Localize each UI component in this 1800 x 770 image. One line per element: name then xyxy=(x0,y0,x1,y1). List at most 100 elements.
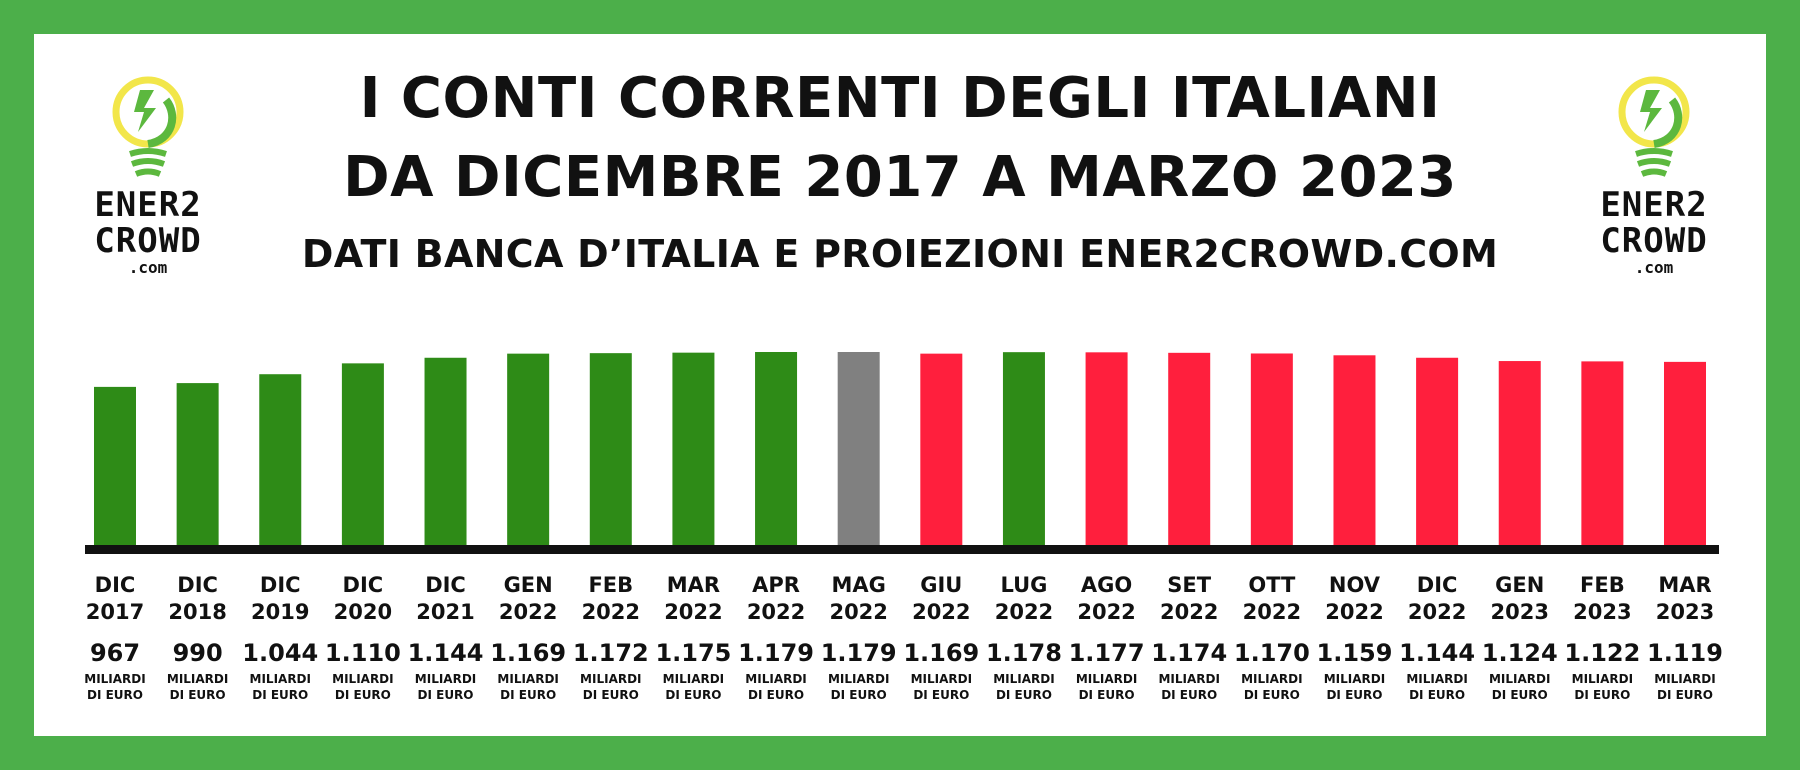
data-unit-label: MILIARDI xyxy=(745,672,806,686)
x-tick-label-month: DIC xyxy=(1417,573,1458,597)
data-unit-label: MILIARDI xyxy=(1406,672,1467,686)
data-unit-label: MILIARDI xyxy=(1572,672,1633,686)
data-label: 1.044 xyxy=(242,639,318,667)
bar xyxy=(94,386,136,546)
x-tick-label-month: NOV xyxy=(1329,573,1381,597)
x-tick-label-month: FEB xyxy=(588,573,633,597)
data-unit-label: DI EURO xyxy=(1244,688,1300,702)
data-label: 1.174 xyxy=(1151,639,1227,667)
logo-text-ener2: ENER2 xyxy=(94,185,202,225)
bar xyxy=(1664,361,1706,546)
data-unit-label: DI EURO xyxy=(831,688,887,702)
x-tick-label-month: GEN xyxy=(504,573,553,597)
x-tick-label-year: 2019 xyxy=(251,600,309,624)
bar xyxy=(1581,361,1624,546)
bar xyxy=(1085,352,1128,546)
data-unit-label: DI EURO xyxy=(1161,688,1217,702)
data-unit-label: MILIARDI xyxy=(1076,672,1137,686)
x-tick-label-year: 2022 xyxy=(995,600,1053,624)
data-unit-label: MILIARDI xyxy=(167,672,228,686)
x-tick-label-year: 2017 xyxy=(86,600,144,624)
data-unit-label: MILIARDI xyxy=(332,672,393,686)
data-label: 1.177 xyxy=(1069,639,1145,667)
bar xyxy=(1002,352,1045,546)
chart-subtitle: DATI BANCA D’ITALIA E PROIEZIONI ENER2CR… xyxy=(301,232,1499,276)
x-tick-label-year: 2022 xyxy=(499,600,557,624)
data-label: 990 xyxy=(173,639,223,667)
lightbulb-icon xyxy=(1618,76,1690,177)
bar xyxy=(341,363,384,546)
data-unit-label: DI EURO xyxy=(1079,688,1135,702)
x-tick-label-year: 2022 xyxy=(747,600,805,624)
x-tick-label-month: FEB xyxy=(1580,573,1625,597)
x-tick-label-year: 2020 xyxy=(334,600,392,624)
data-unit-label: MILIARDI xyxy=(1324,672,1385,686)
x-tick-label-year: 2022 xyxy=(912,600,970,624)
x-tick-label-month: DIC xyxy=(343,573,384,597)
data-unit-label: MILIARDI xyxy=(828,672,889,686)
x-tick-label-month: APR xyxy=(752,573,800,597)
data-unit-label: DI EURO xyxy=(913,688,969,702)
data-unit-label: DI EURO xyxy=(1326,688,1382,702)
data-label: 1.144 xyxy=(1399,639,1475,667)
data-label: 1.122 xyxy=(1564,639,1640,667)
bar xyxy=(176,383,219,546)
data-unit-label: DI EURO xyxy=(87,688,143,702)
x-axis-baseline xyxy=(85,545,1719,554)
data-unit-label: DI EURO xyxy=(1657,688,1713,702)
data-label: 1.178 xyxy=(986,639,1062,667)
data-unit-label: MILIARDI xyxy=(497,672,558,686)
bar xyxy=(424,357,467,546)
logo-text-crowd: CROWD xyxy=(94,221,202,261)
data-unit-label: DI EURO xyxy=(996,688,1052,702)
bar xyxy=(259,374,302,546)
x-tick-label-month: OTT xyxy=(1248,573,1296,597)
bar xyxy=(1168,352,1211,546)
ener2crowd-logo-left: ENER2 CROWD .com xyxy=(78,70,218,280)
data-label: 1.170 xyxy=(1234,639,1310,667)
data-label: 1.124 xyxy=(1482,639,1558,667)
data-unit-label: DI EURO xyxy=(500,688,556,702)
data-unit-label: DI EURO xyxy=(665,688,721,702)
x-tick-label-month: MAR xyxy=(667,573,720,597)
data-unit-label: DI EURO xyxy=(1574,688,1630,702)
data-unit-label: MILIARDI xyxy=(993,672,1054,686)
data-unit-label: MILIARDI xyxy=(911,672,972,686)
logo-text-crowd: CROWD xyxy=(1600,221,1708,261)
x-tick-label-month: MAG xyxy=(831,573,885,597)
data-unit-label: MILIARDI xyxy=(1654,672,1715,686)
x-tick-label-year: 2022 xyxy=(1160,600,1218,624)
x-tick-label-year: 2018 xyxy=(168,600,226,624)
ener2crowd-logo-right: ENER2 CROWD .com xyxy=(1584,70,1724,280)
data-unit-label: DI EURO xyxy=(748,688,804,702)
data-label: 1.159 xyxy=(1317,639,1393,667)
data-label: 1.144 xyxy=(408,639,484,667)
bar xyxy=(1333,355,1376,546)
x-tick-label-year: 2022 xyxy=(664,600,722,624)
data-unit-label: DI EURO xyxy=(1492,688,1548,702)
x-tick-label-year: 2023 xyxy=(1491,600,1549,624)
chart-panel xyxy=(34,34,1766,736)
x-tick-label-year: 2023 xyxy=(1573,600,1631,624)
logo-text-com: .com xyxy=(1634,258,1674,277)
bar xyxy=(755,352,798,546)
bar xyxy=(837,352,880,546)
logo-text-ener2: ENER2 xyxy=(1600,185,1708,225)
x-tick-label-month: AGO xyxy=(1081,573,1132,597)
bar xyxy=(1250,353,1293,546)
data-unit-label: MILIARDI xyxy=(1241,672,1302,686)
x-tick-label-year: 2022 xyxy=(1408,600,1466,624)
x-tick-label-month: SET xyxy=(1167,573,1211,597)
x-tick-label-year: 2021 xyxy=(416,600,474,624)
data-unit-label: MILIARDI xyxy=(1489,672,1550,686)
data-unit-label: MILIARDI xyxy=(663,672,724,686)
logo-text-com: .com xyxy=(128,258,168,277)
bar xyxy=(1498,361,1541,546)
lightbulb-icon xyxy=(112,76,184,177)
bar xyxy=(507,353,550,546)
x-tick-label-month: GEN xyxy=(1495,573,1544,597)
bar xyxy=(920,353,963,546)
data-label: 1.175 xyxy=(655,639,731,667)
chart-title-line2: DA DICEMBRE 2017 A MARZO 2023 xyxy=(343,145,1457,210)
data-label: 1.119 xyxy=(1647,639,1723,667)
